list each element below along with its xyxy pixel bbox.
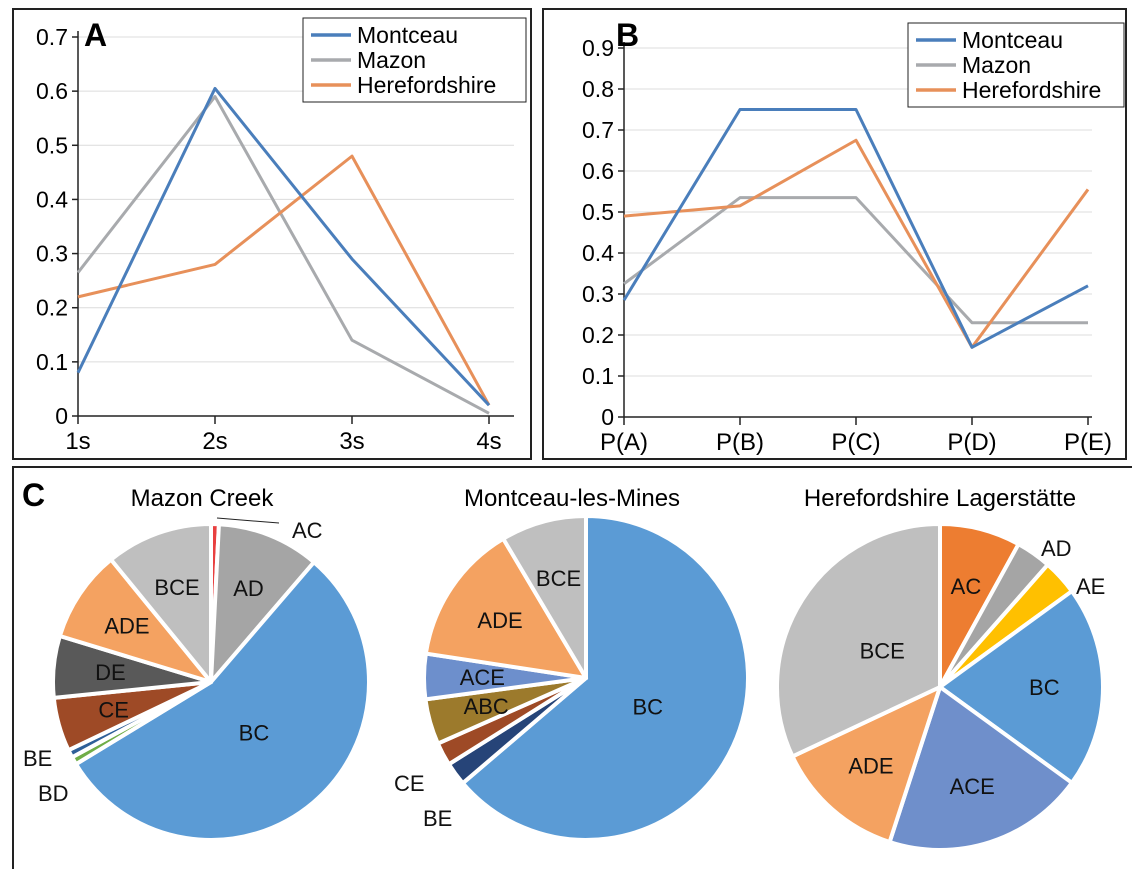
y-tick-label: 0 [601,404,614,430]
y-tick-label: 0.4 [36,186,68,212]
x-tick-label: P(C) [831,429,880,456]
legend-label: Mazon [962,52,1031,78]
pie-slice-label: ACE [950,774,995,799]
label-leader-line [216,517,280,524]
legend-label: Montceau [962,27,1063,53]
y-tick-label: 0.1 [582,363,614,389]
y-tick-label: 0.7 [582,117,614,143]
y-tick-label: 0.3 [36,241,68,267]
series-line-mazon [623,196,1088,325]
pie-title: Herefordshire Lagerstätte [804,485,1076,512]
pie-slice-label: DE [95,660,126,685]
x-tick-label: P(A) [600,429,648,456]
pie-slice-label: BCE [154,575,199,600]
pie-slice-label: AE [1076,574,1105,599]
y-tick-label: 0.1 [36,349,68,375]
series-line-herefordshire [77,154,491,406]
y-tick-label: 0 [55,403,68,429]
pie-slice-bce [775,522,942,759]
pie-slice-ade [423,536,588,680]
y-tick-label: 0.8 [582,76,614,102]
y-tick-label: 0.4 [582,240,614,266]
pie-slice-bce [109,522,213,684]
y-tick-label: 0.7 [36,24,68,50]
pie-slice-bc [938,589,1105,785]
legend-label: Mazon [357,47,426,73]
pie-slice-label: BC [633,694,664,719]
pie-slice-label: ADE [477,608,522,633]
chart-a-svg: 0 0.1 0.2 0.3 0.4 0.5 0.6 0.7 1s 2s 3s 4s A MontceauM… [36,17,527,455]
panel-a-line-chart: 0 0.1 0.2 0.3 0.4 0.5 0.6 0.7 1s 2s 3s 4s A Montceau M… [12,8,532,460]
series-line-montceau [622,108,1089,349]
pie-title: Montceau-les-Mines [464,485,680,512]
pie-slice-ace [887,685,1074,852]
pie-title: Mazon Creek [131,485,275,512]
y-tick-label: 0.2 [36,295,68,321]
y-tick-label: 0.2 [582,322,614,348]
x-tick-label: 1s [65,428,90,455]
pie-slice-label: BCE [536,566,581,591]
pie-slice-label: ABC [464,694,509,719]
pie-slice-ad [209,522,316,684]
pie-slice-label: AD [1041,536,1072,561]
x-tick-label: P(B) [716,429,764,456]
chart-c-svg: C Mazon CreekACADBCBDBECEDEADEBCEMontceau… [22,477,1105,852]
y-tick-label: 0.6 [582,158,614,184]
pie-slice-bce [501,514,588,680]
x-tick-label: 3s [339,428,364,455]
pie-slice-label: BD [38,781,69,806]
x-tick-label: 2s [202,428,227,455]
pie-slice-label: AC [951,574,982,599]
x-tick-label: P(E) [1064,429,1112,456]
y-tick-label: 0.6 [36,78,68,104]
pie-slice-label: BCE [860,638,905,663]
y-tick-label: 0.5 [36,132,68,158]
series-line-mazon [76,95,490,415]
series-line-montceau [76,86,491,407]
x-tick-label: 4s [476,428,501,455]
pie-slice-bc [74,560,371,842]
panel-label: B [616,17,639,53]
y-tick-label: 0.3 [582,281,614,307]
pie-slice-label: BC [239,721,270,746]
x-tick-label: P(D) [947,429,996,456]
pie-slice-label: BE [23,746,52,771]
pie-slice-label: BC [1029,675,1060,700]
pie-slice-ade [790,685,942,845]
panel-c-pie-charts: C Mazon Creek AC AD BC BD BE CE DE ADE BCE Montceau… [12,466,1132,869]
pie-slice-label: CE [98,697,129,722]
pie-slice-bc [460,514,750,842]
legend-label: Montceau [357,22,458,48]
chart-b-svg: 0 0.1 0.2 0.3 0.4 0.5 0.6 0.7 0.8 0.9 P(A) P(B) P(C)… [582,17,1125,456]
pie-slice-label: AD [233,576,264,601]
pie-slice-label: CE [394,771,425,796]
series-line-herefordshire [623,138,1090,349]
pie-slice-label: BE [423,806,452,831]
pie-slice-label: ADE [104,614,149,639]
panel-label: C [22,477,45,513]
pie-slice-label: AC [292,518,323,543]
legend-label: Herefordshire [962,77,1101,103]
y-tick-label: 0.9 [582,35,614,61]
panel-b-line-chart: 0 0.1 0.2 0.3 0.4 0.5 0.6 0.7 0.8 0.9 P(A) P(B) P(C)… [542,8,1127,460]
pie-slice-label: ADE [848,753,893,778]
panel-label: A [84,17,107,53]
y-tick-label: 0.5 [582,199,614,225]
legend-label: Herefordshire [357,72,496,98]
pie-slice-label: ACE [460,665,505,690]
